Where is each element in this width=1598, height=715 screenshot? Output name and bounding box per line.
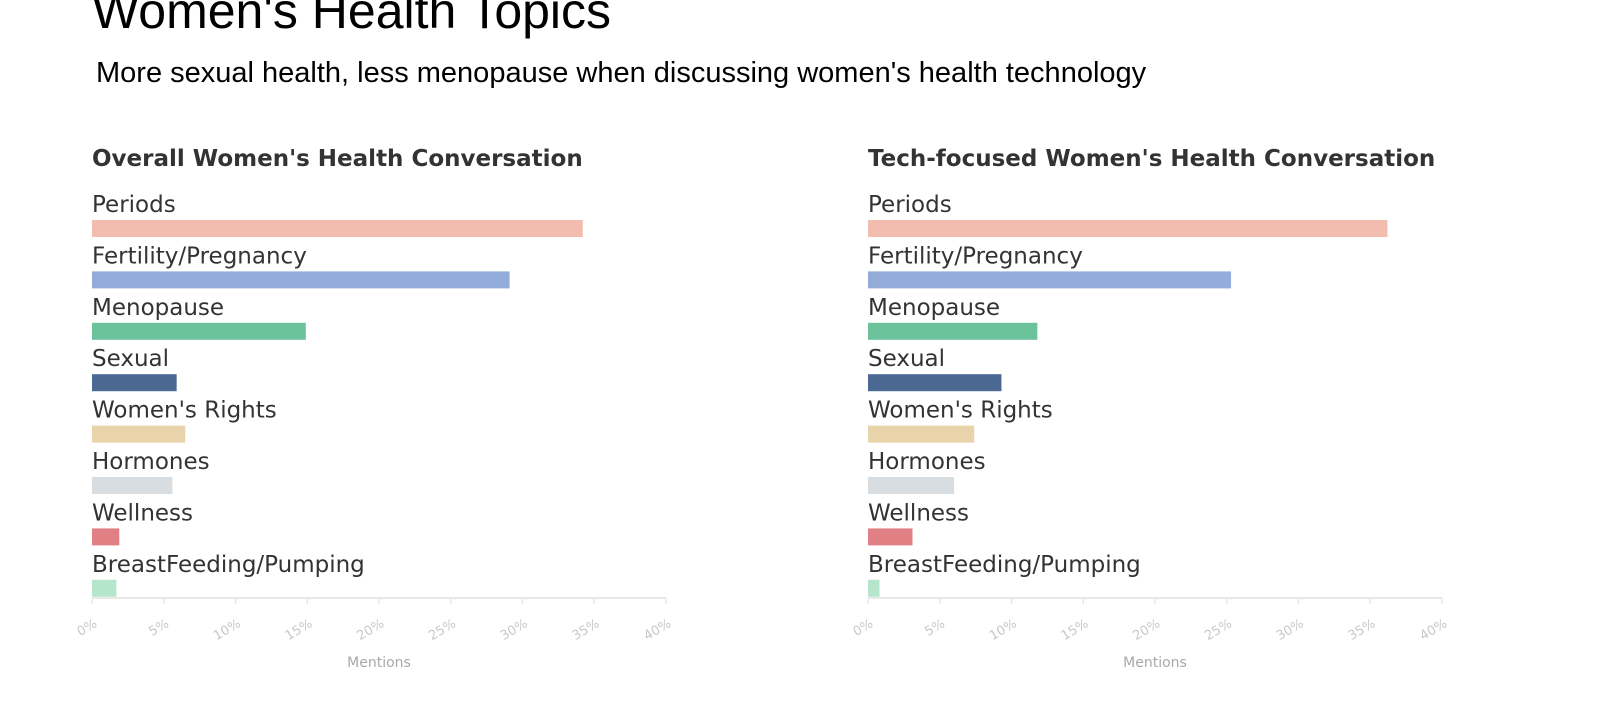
bar [92, 477, 173, 494]
bar [92, 374, 177, 392]
x-tick-label: 0% [75, 616, 100, 639]
bar [92, 271, 510, 289]
x-tick-label: 0% [851, 616, 876, 639]
x-tick-label: 35% [1346, 616, 1379, 643]
category-label: BreastFeeding/Pumping [92, 552, 365, 578]
page-title: Women's Health Topics [92, 0, 611, 39]
x-tick-label: 5% [922, 616, 947, 639]
x-tick-label: 25% [426, 616, 459, 643]
x-tick-label: 20% [1130, 616, 1163, 643]
bar [868, 322, 1038, 340]
category-label: Sexual [92, 346, 169, 372]
category-label: Hormones [868, 449, 986, 475]
bar [868, 425, 975, 443]
x-axis-label: Mentions [347, 655, 411, 671]
x-tick-label: 25% [1202, 616, 1235, 643]
category-label: Menopause [868, 295, 1000, 321]
x-tick-label: 15% [283, 616, 316, 643]
category-label: Women's Rights [868, 398, 1053, 424]
chart-title: Overall Women's Health Conversation [92, 146, 583, 172]
bar [868, 220, 1388, 237]
category-label: Hormones [92, 449, 210, 475]
bar [868, 271, 1232, 289]
bar [92, 425, 186, 443]
category-label: Menopause [92, 295, 224, 321]
x-axis-label: Mentions [1123, 655, 1187, 671]
category-label: Periods [92, 192, 176, 218]
category-label: Fertility/Pregnancy [92, 243, 307, 269]
category-label: Fertility/Pregnancy [868, 243, 1083, 269]
bar [92, 528, 120, 546]
category-label: BreastFeeding/Pumping [868, 552, 1141, 578]
bar [92, 322, 306, 340]
x-tick-label: 20% [354, 616, 387, 643]
x-tick-label: 40% [641, 616, 674, 643]
bar [868, 374, 1002, 392]
bar [92, 220, 583, 237]
bar [868, 579, 880, 597]
bar [868, 528, 913, 546]
category-label: Women's Rights [92, 398, 277, 424]
category-label: Periods [868, 192, 952, 218]
category-label: Wellness [868, 500, 969, 526]
x-tick-label: 30% [498, 616, 531, 643]
bar [868, 477, 955, 494]
x-tick-label: 30% [1274, 616, 1307, 643]
subtitle: More sexual health, less menopause when … [96, 57, 1147, 89]
bar [92, 579, 117, 597]
x-tick-label: 10% [211, 616, 244, 643]
x-tick-label: 35% [570, 616, 603, 643]
chart-title: Tech-focused Women's Health Conversation [868, 146, 1435, 172]
category-label: Sexual [868, 346, 945, 372]
x-tick-label: 5% [146, 616, 171, 639]
x-tick-label: 40% [1417, 616, 1450, 643]
category-label: Wellness [92, 500, 193, 526]
x-tick-label: 10% [987, 616, 1020, 643]
x-tick-label: 15% [1059, 616, 1092, 643]
